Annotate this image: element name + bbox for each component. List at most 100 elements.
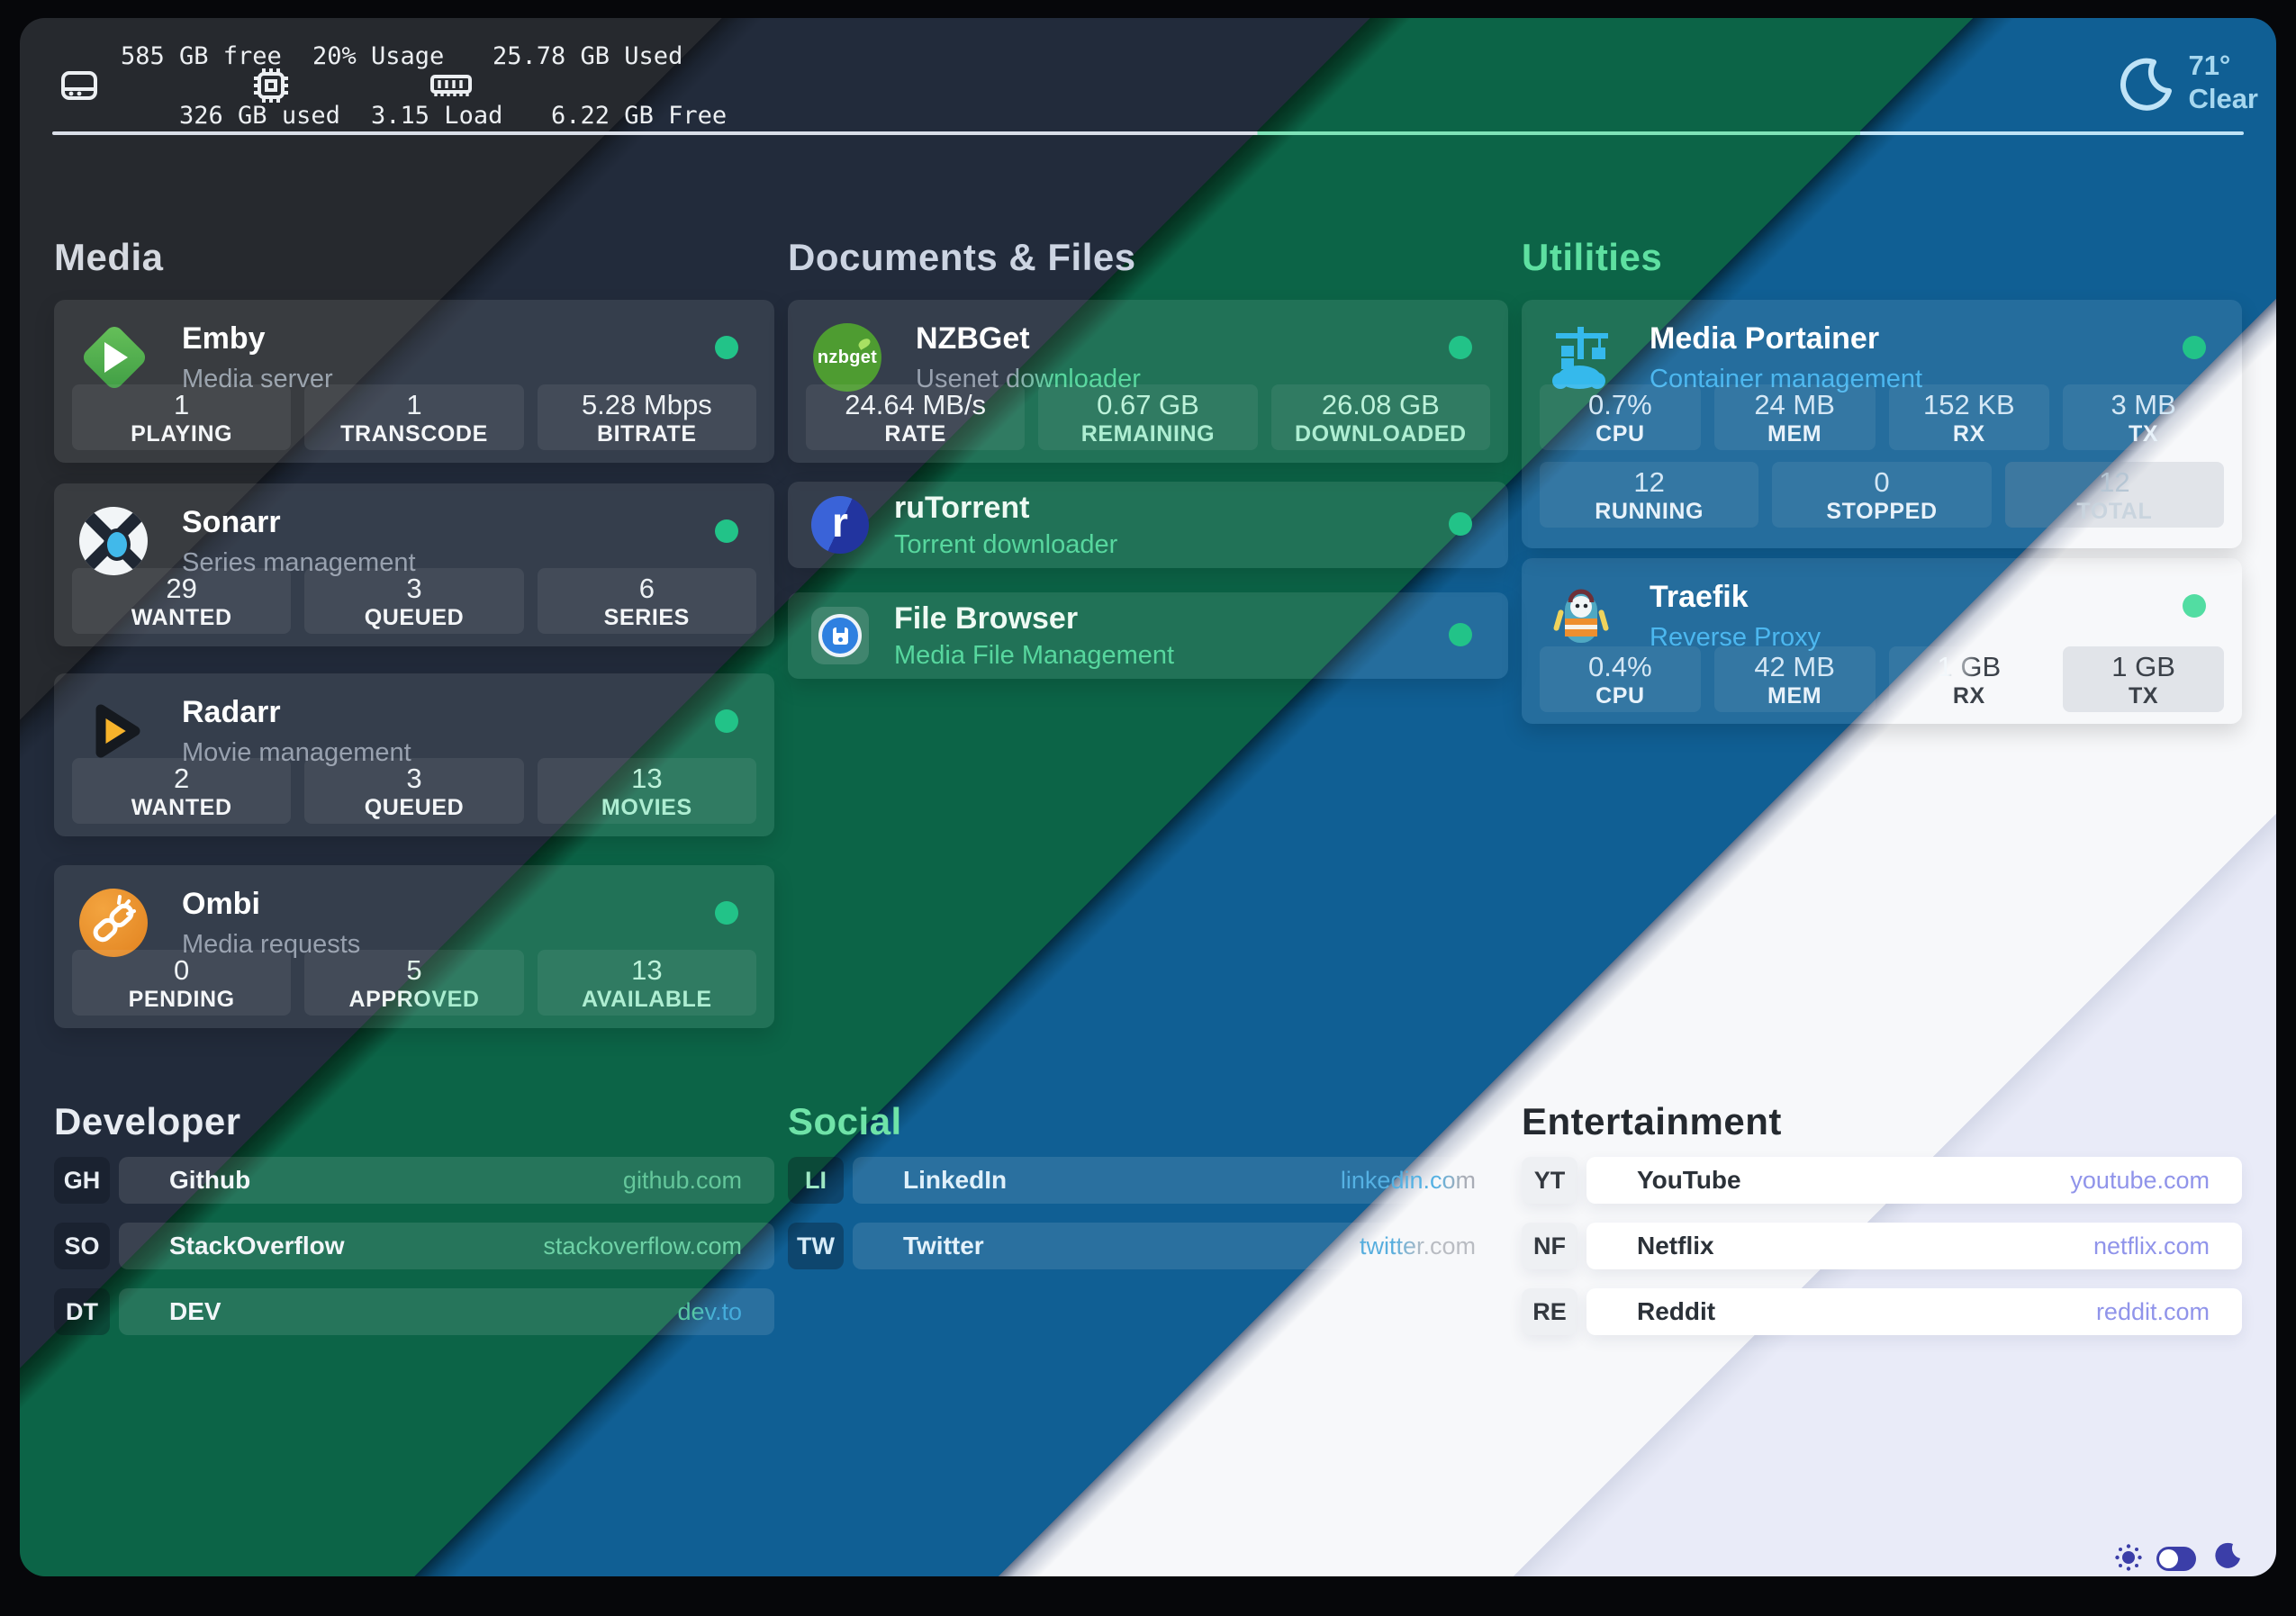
service-card-portainer[interactable]: Media Portainer Container management 0.7… (1522, 300, 2242, 548)
bookmark-tag: SO (54, 1223, 110, 1269)
service-card-rutorrent[interactable]: r ruTorrent Torrent downloader (788, 482, 1508, 568)
weather-temp: 71° (2188, 50, 2231, 81)
bookmark-github[interactable]: GH Github github.com (54, 1157, 774, 1204)
stat-rx: 152 KB RX (1888, 384, 2050, 450)
service-name: Sonarr (182, 505, 281, 539)
stat-mem: 42 MB MEM (1713, 646, 1876, 712)
service-subtitle: Media requests (182, 930, 361, 959)
bookmark-tag: DT (54, 1288, 110, 1335)
service-name: Traefik (1650, 580, 1749, 614)
disk-free: 585 GB free (121, 41, 282, 70)
stat-stopped: 0 STOPPED (1772, 462, 1992, 528)
service-card-emby[interactable]: Emby Media server 1 PLAYING 1 TRANSCODE 5.… (54, 300, 774, 463)
service-name: Media Portainer (1650, 321, 1880, 356)
clear-night-moon-icon (2120, 58, 2173, 111)
section-title-entertainment: Entertainment (1522, 1100, 1782, 1142)
stat-remaining: 0.67 GB REMAINING (1038, 384, 1258, 450)
stat-available: 13 AVAILABLE (537, 950, 756, 1016)
bookmark-body: YouTube youtube.com (1586, 1157, 2242, 1204)
service-name: File Browser (894, 601, 1079, 636)
bookmark-body: Reddit reddit.com (1586, 1288, 2242, 1335)
radarr-icon (77, 695, 149, 767)
toggle-knob (2159, 1549, 2178, 1568)
bookmark-youtube[interactable]: YT YouTube youtube.com (1522, 1157, 2242, 1204)
service-card-ombi[interactable]: Ombi Media requests 0 PENDING 5 APPROVED 1… (54, 865, 774, 1028)
bookmark-stackoverflow[interactable]: SO StackOverflow stackoverflow.com (54, 1223, 774, 1269)
stat-movies: 13 MOVIES (537, 758, 756, 824)
section-title-developer: Developer (54, 1100, 241, 1142)
service-subtitle: Media server (182, 365, 333, 393)
stat-wanted: 29 WANTED (72, 568, 292, 634)
status-dot (1449, 336, 1472, 359)
service-name: ruTorrent (894, 491, 1030, 525)
status-dot (715, 901, 738, 925)
ram-icon (430, 75, 472, 96)
service-subtitle: Usenet downloader (916, 365, 1141, 393)
dark-theme-moon-icon[interactable] (2213, 1541, 2242, 1570)
cpu-stat: 20% Usage 3.15 Load (248, 42, 502, 130)
bookmark-body: Netflix netflix.com (1586, 1223, 2242, 1269)
service-subtitle: Media File Management (894, 641, 1175, 670)
stat-rx: 1 GB RX (1888, 646, 2050, 712)
traefik-icon (1545, 580, 1617, 652)
section-title-documents: Documents & Files (788, 236, 1136, 278)
service-subtitle: Series management (182, 548, 416, 577)
cpu-icon (254, 68, 288, 103)
stat-rate: 24.64 MB/s RATE (806, 384, 1026, 450)
status-dot (715, 336, 738, 359)
bookmark-twitter[interactable]: TW Twitter twitter.com (788, 1223, 1508, 1269)
service-subtitle: Torrent downloader (894, 530, 1118, 559)
bookmark-body: Github github.com (119, 1157, 774, 1204)
service-card-filebrowser[interactable]: File Browser Media File Management (788, 592, 1508, 679)
bookmark-body: DEV dev.to (119, 1288, 774, 1335)
service-name: Radarr (182, 695, 281, 729)
section-title-media: Media (54, 236, 164, 278)
bookmark-body: Twitter twitter.com (853, 1223, 1508, 1269)
section-title-utilities: Utilities (1522, 236, 1663, 278)
ombi-icon (77, 887, 149, 959)
bookmark-dev[interactable]: DT DEV dev.to (54, 1288, 774, 1335)
stat-playing: 1 PLAYING (72, 384, 292, 450)
stat-pending: 0 PENDING (72, 950, 292, 1016)
service-card-traefik[interactable]: Traefik Reverse Proxy 0.4% CPU 42 MB MEM 1… (1522, 558, 2242, 724)
portainer-icon (1545, 321, 1617, 393)
theme-toggle-switch[interactable] (2156, 1547, 2196, 1571)
bookmark-tag: YT (1522, 1157, 1577, 1204)
ram-stat: 25.78 GB Used 6.22 GB Free (428, 42, 727, 130)
bookmark-linkedin[interactable]: LI LinkedIn linkedin.com (788, 1157, 1508, 1204)
service-card-sonarr[interactable]: Sonarr Series management 29 WANTED 3 QUEUE… (54, 483, 774, 646)
stat-bitrate: 5.28 Mbps BITRATE (537, 384, 756, 450)
disk-stat: 585 GB free 326 GB used (56, 42, 340, 130)
stat-transcode: 1 TRANSCODE (304, 384, 524, 450)
disk-used: 326 GB used (179, 101, 340, 130)
hard-drive-icon (61, 71, 97, 100)
status-dot (1449, 512, 1472, 536)
service-subtitle: Container management (1650, 365, 1923, 393)
emby-icon (77, 321, 149, 393)
bookmark-tag: GH (54, 1157, 110, 1204)
stat-downloaded: 26.08 GB DOWNLOADED (1270, 384, 1490, 450)
weather-widget: 71° Clear (2114, 49, 2258, 115)
stat-queued: 3 QUEUED (304, 568, 524, 634)
bookmark-body: StackOverflow stackoverflow.com (119, 1223, 774, 1269)
ram-free: 6.22 GB Free (551, 101, 728, 130)
service-subtitle: Movie management (182, 738, 411, 767)
stat-cpu: 0.7% CPU (1540, 384, 1701, 450)
service-card-nzbget[interactable]: nzbget NZBGet Usenet downloader 24.64 MB… (788, 300, 1508, 463)
stat-total: 12 TOTAL (2004, 462, 2224, 528)
service-card-radarr[interactable]: Radarr Movie management 2 WANTED 3 QUEUED … (54, 673, 774, 836)
stat-approved: 5 APPROVED (304, 950, 524, 1016)
stat-series: 6 SERIES (537, 568, 756, 634)
bookmark-reddit[interactable]: RE Reddit reddit.com (1522, 1288, 2242, 1335)
stat-mem: 24 MB MEM (1713, 384, 1876, 450)
nzbget-icon: nzbget (811, 321, 883, 393)
bookmark-netflix[interactable]: NF Netflix netflix.com (1522, 1223, 2242, 1269)
light-theme-sun-icon[interactable] (2114, 1543, 2143, 1572)
stat-tx: 3 MB TX (2063, 384, 2224, 450)
bookmark-tag: NF (1522, 1223, 1577, 1269)
status-dot (1449, 623, 1472, 646)
service-name: Emby (182, 321, 266, 356)
header-divider (52, 131, 2244, 135)
stat-cpu: 0.4% CPU (1540, 646, 1701, 712)
bookmark-tag: TW (788, 1223, 844, 1269)
